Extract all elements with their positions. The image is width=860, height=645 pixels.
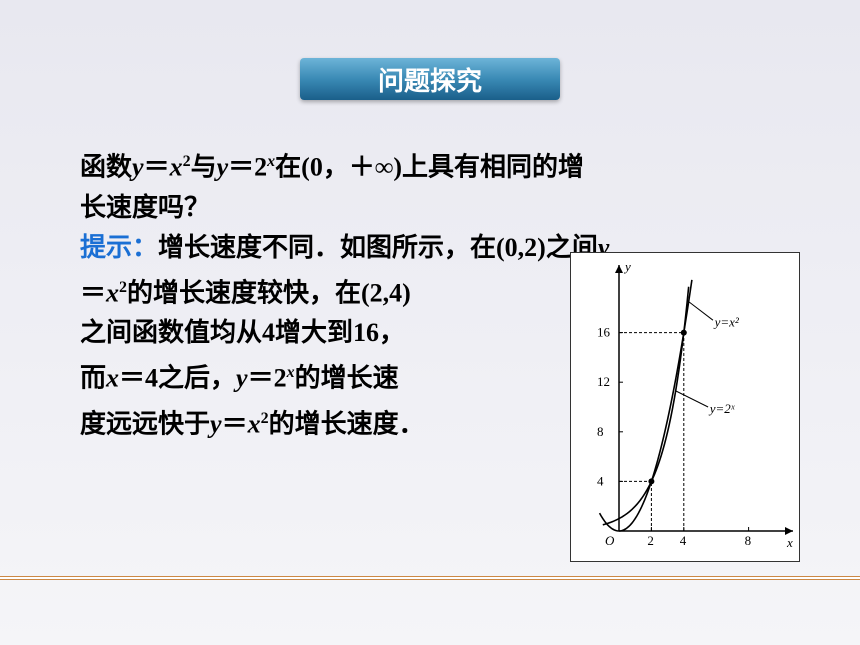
var-x: x [106,364,119,393]
question-line-1: 函数y＝x2与y＝2x在(0，＋∞)上具有相同的增 [80,142,780,188]
exp-x: x [267,153,275,170]
text: 函数 [80,153,132,182]
text: ＝2 [248,364,287,393]
graph-container: Oy x 2 4 8 4 8 12 16 y=x² y=2ˣ [570,252,800,562]
var-y: y [236,364,248,393]
exp-x: x [287,364,295,381]
text: ＝4之后， [119,364,236,393]
svg-text:2: 2 [647,533,654,548]
svg-text:y=x²: y=x² [713,314,740,329]
text: 长速度吗？ [80,193,210,222]
text: ＝ [80,278,106,307]
svg-text:y: y [623,259,631,274]
footer-divider [0,576,860,580]
svg-text:x: x [786,535,793,550]
text: ＝ [222,410,248,439]
text: 与 [191,153,217,182]
question-line-2: 长速度吗？ [80,188,780,228]
text: 增长速度不同．如图所示，在(0,2)之间 [158,233,598,262]
text: 的增长速度． [269,410,425,439]
text: 的增长速 [295,364,399,393]
var-x: x [248,410,261,439]
var-y: y [210,410,222,439]
text: 在(0，＋∞)上具有相同的增 [275,153,584,182]
var-y: y [132,153,144,182]
svg-text:y=2ˣ: y=2ˣ [708,401,735,416]
text: 的增长速度较快，在(2,4) [127,278,411,307]
svg-text:8: 8 [597,424,604,439]
text: 度远远快于 [80,410,210,439]
banner-title: 问题探究 [378,61,482,98]
svg-text:4: 4 [680,533,687,548]
var-x: x [106,278,119,307]
svg-text:O: O [605,533,615,548]
var-y: y [217,153,229,182]
svg-text:16: 16 [597,325,611,340]
text: 之间函数值均从4增大到16， [80,318,405,347]
hint-label: 提示： [80,233,158,262]
title-banner: 问题探究 [300,58,560,100]
exp-2: 2 [183,153,191,170]
svg-text:8: 8 [745,533,752,548]
exp-2: 2 [261,410,269,427]
exp-2: 2 [119,279,127,296]
var-x: x [170,153,183,182]
growth-comparison-chart: Oy x 2 4 8 4 8 12 16 y=x² y=2ˣ [571,253,801,563]
svg-text:4: 4 [597,473,604,488]
const-2: 2 [254,153,267,182]
text: 而 [80,364,106,393]
svg-text:12: 12 [597,374,610,389]
